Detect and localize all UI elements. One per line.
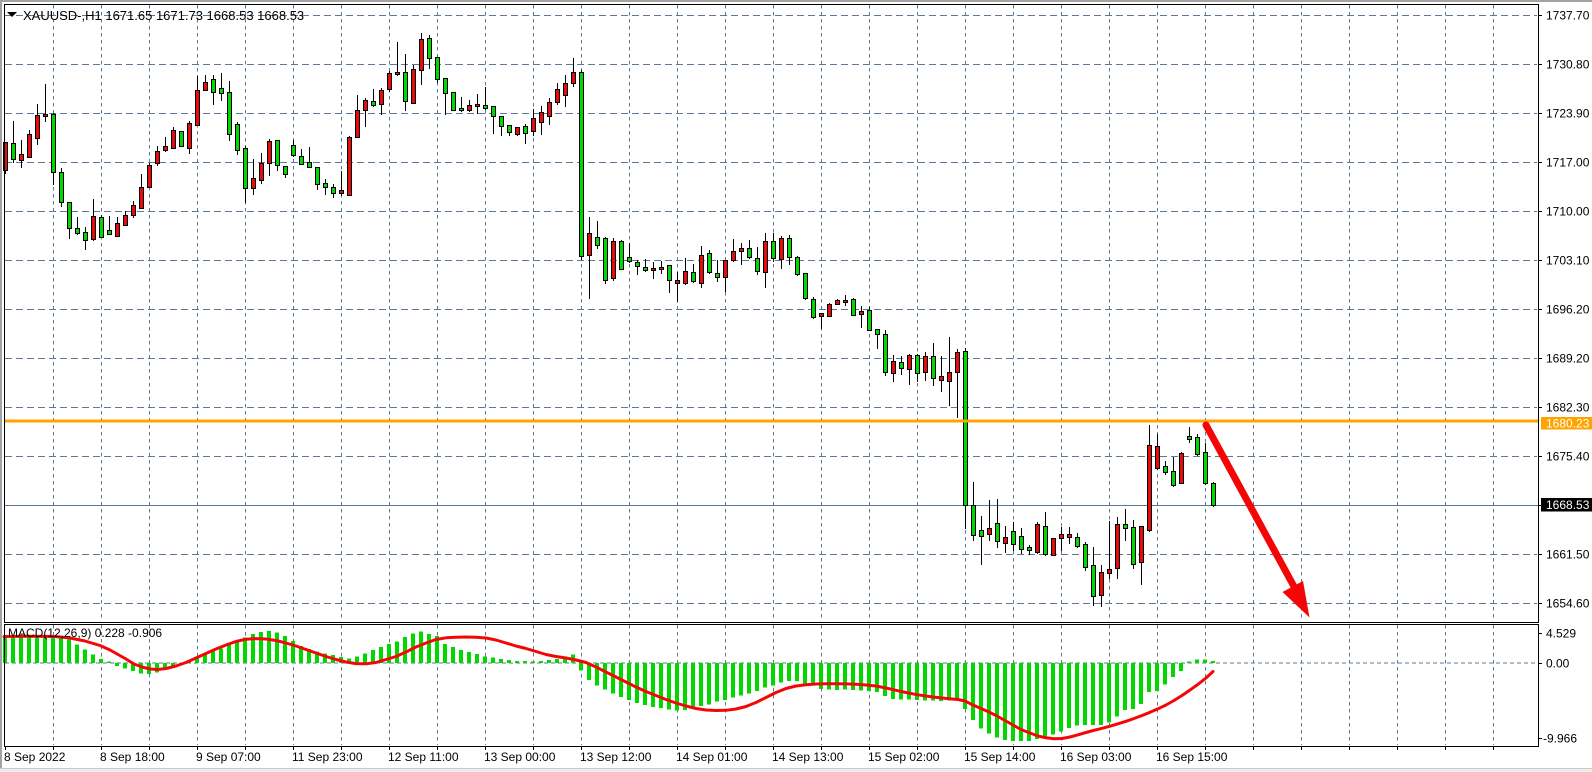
svg-text:16 Sep 03:00: 16 Sep 03:00 [1060,750,1132,764]
svg-text:1661.50: 1661.50 [1546,548,1590,562]
svg-text:16 Sep 15:00: 16 Sep 15:00 [1156,750,1228,764]
svg-text:14 Sep 01:00: 14 Sep 01:00 [676,750,748,764]
svg-text:15 Sep 14:00: 15 Sep 14:00 [964,750,1036,764]
svg-text:XAUUSD-,H1 1671.65 1671.73 16: XAUUSD-,H1 1671.65 1671.73 1668.53 1668.… [23,8,304,23]
svg-text:-9.966: -9.966 [1543,732,1577,746]
svg-text:1730.80: 1730.80 [1546,58,1590,72]
svg-text:1654.60: 1654.60 [1546,597,1590,611]
svg-text:1703.10: 1703.10 [1546,254,1590,268]
svg-text:1737.70: 1737.70 [1546,9,1590,23]
svg-text:15 Sep 02:00: 15 Sep 02:00 [868,750,940,764]
svg-text:1668.53: 1668.53 [1546,498,1590,512]
svg-text:14 Sep 13:00: 14 Sep 13:00 [772,750,844,764]
svg-text:13 Sep 12:00: 13 Sep 12:00 [580,750,652,764]
svg-text:13 Sep 00:00: 13 Sep 00:00 [484,750,556,764]
svg-text:1675.40: 1675.40 [1546,450,1590,464]
svg-text:1723.90: 1723.90 [1546,107,1590,121]
svg-text:8 Sep 2022: 8 Sep 2022 [4,750,66,764]
svg-text:8 Sep 18:00: 8 Sep 18:00 [100,750,165,764]
svg-text:1680.23: 1680.23 [1546,417,1590,431]
svg-text:1682.30: 1682.30 [1546,401,1590,415]
svg-text:1710.00: 1710.00 [1546,205,1590,219]
svg-text:12 Sep 11:00: 12 Sep 11:00 [388,750,459,764]
svg-text:4.529: 4.529 [1546,627,1576,641]
svg-text:0.00: 0.00 [1546,657,1570,671]
svg-text:MACD(12,26,9) 0.228 -0.906: MACD(12,26,9) 0.228 -0.906 [8,626,162,640]
svg-text:11 Sep 23:00: 11 Sep 23:00 [292,750,363,764]
svg-text:1696.20: 1696.20 [1546,303,1590,317]
svg-text:1689.20: 1689.20 [1546,352,1590,366]
svg-text:9 Sep 07:00: 9 Sep 07:00 [196,750,261,764]
svg-text:1717.00: 1717.00 [1546,156,1590,170]
